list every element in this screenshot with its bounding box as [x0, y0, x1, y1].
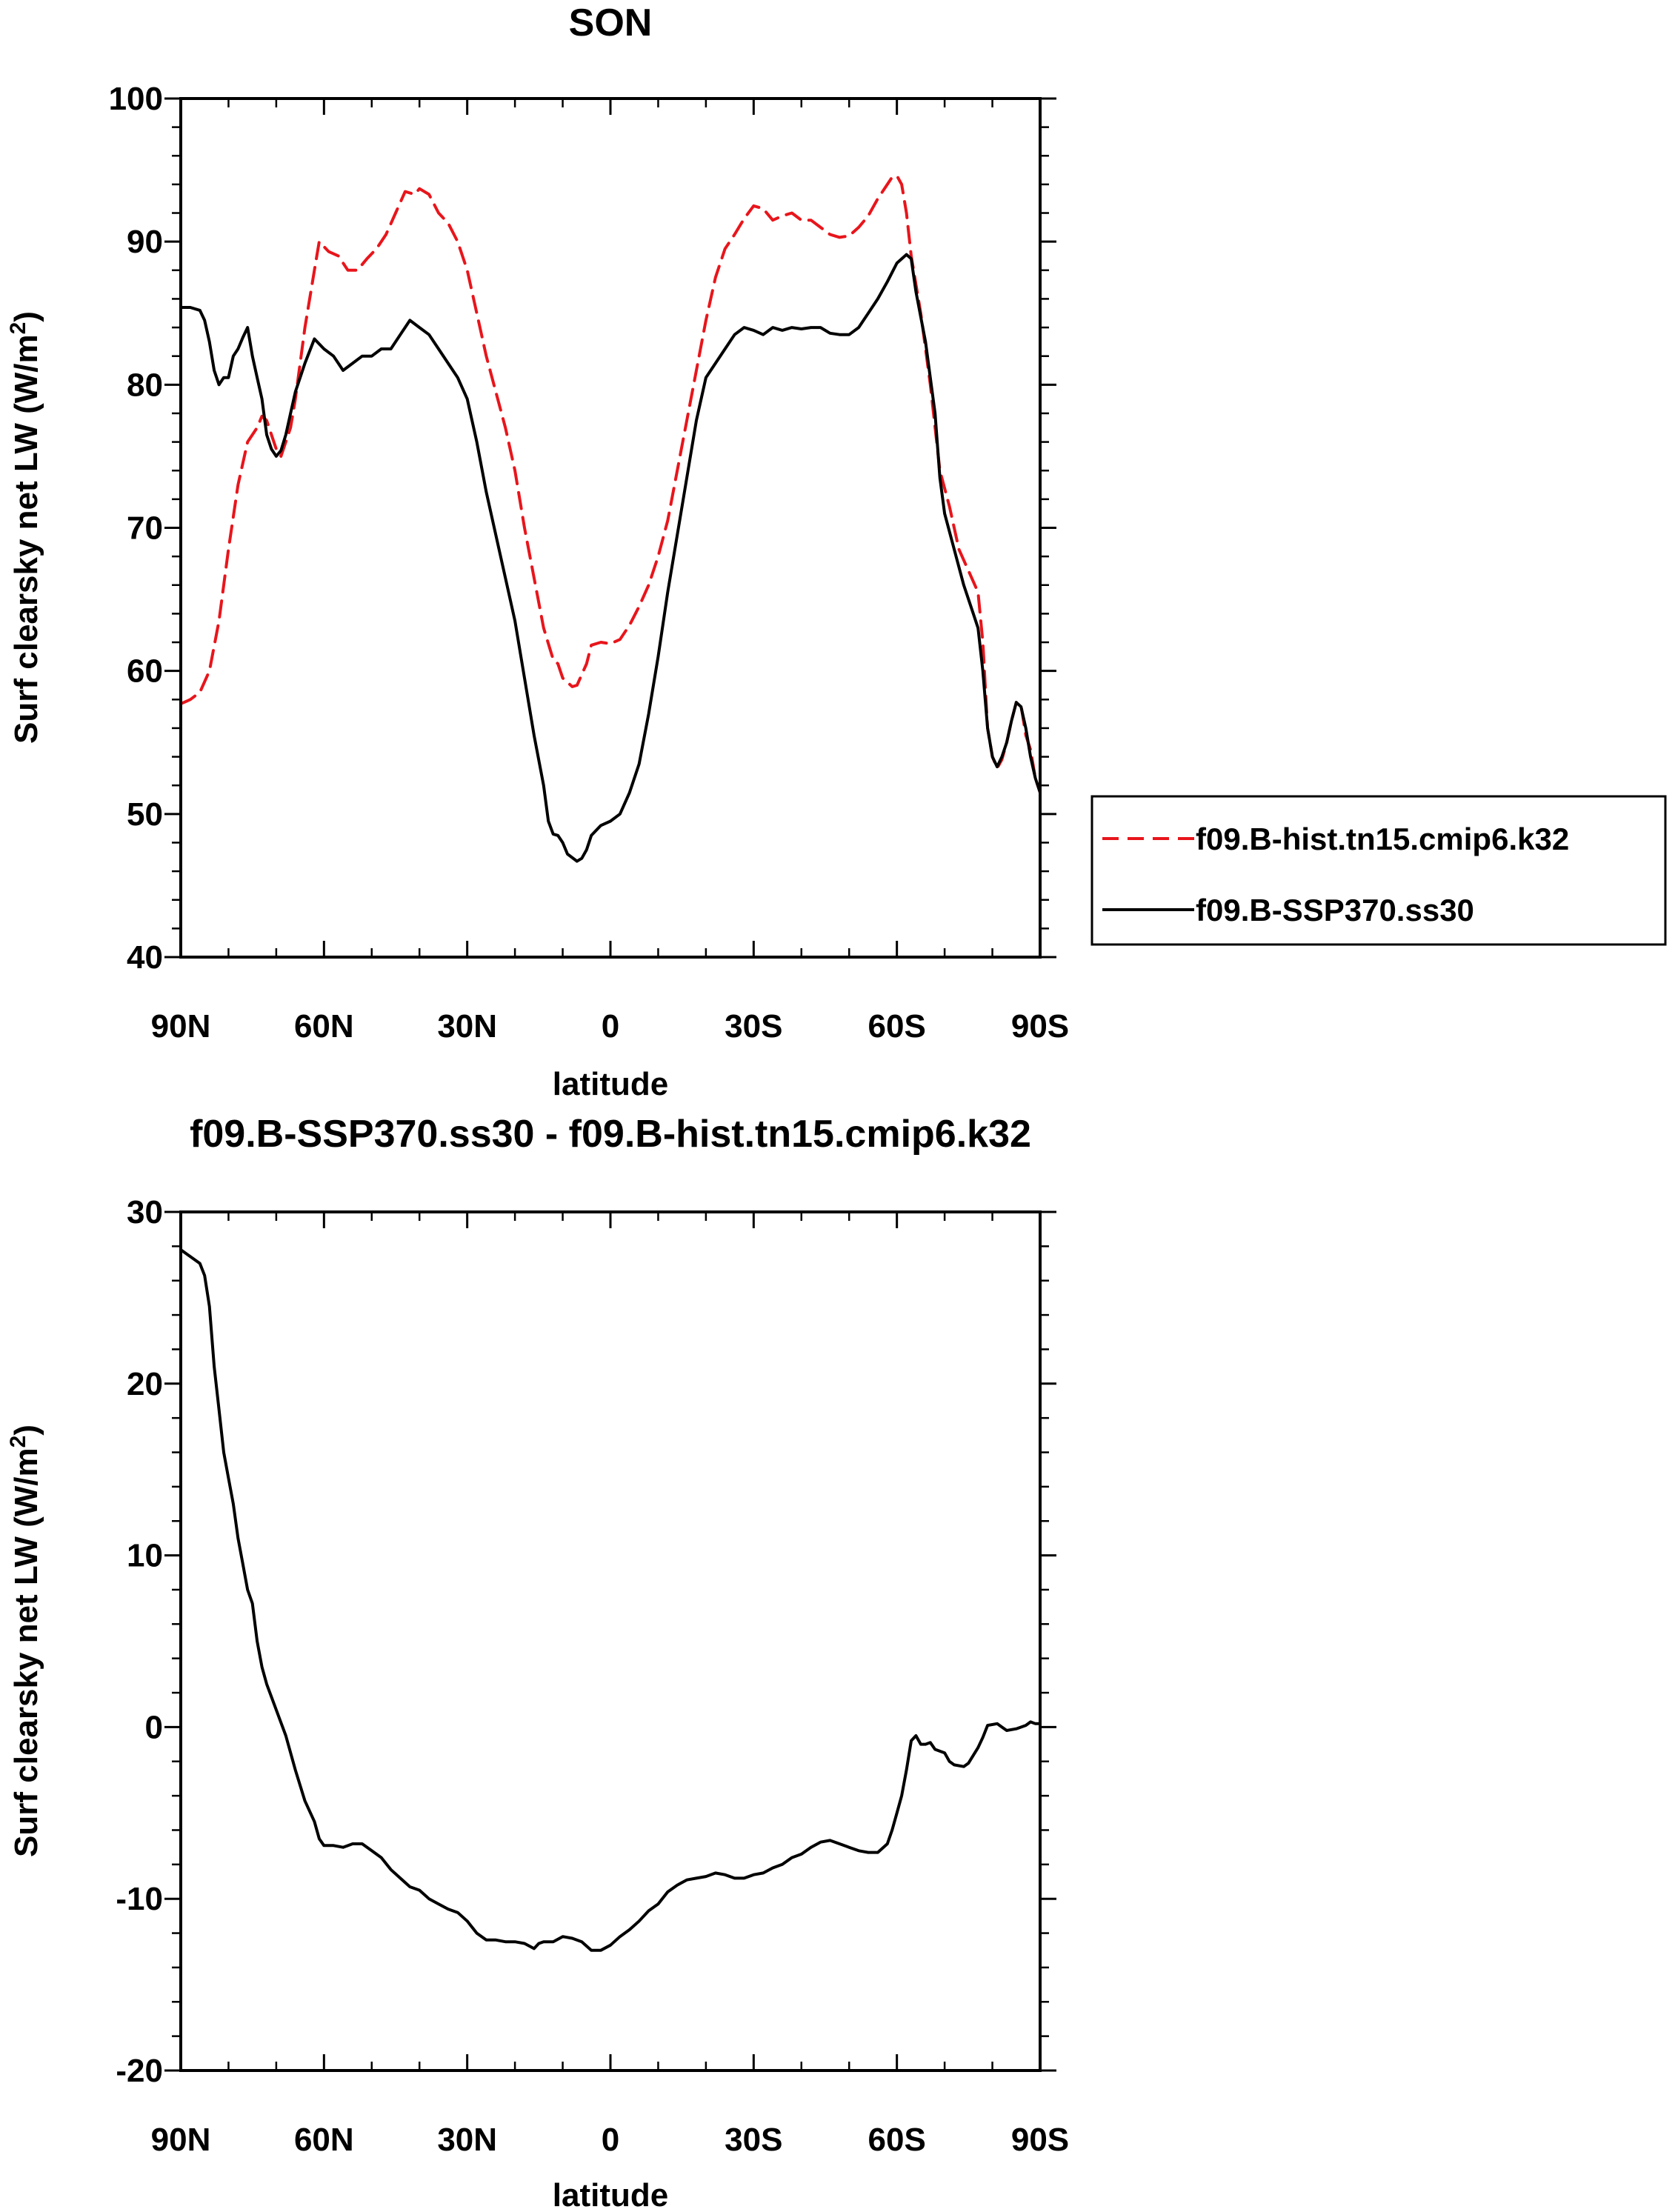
top-y-tick-label: 40 [127, 939, 163, 976]
top-chart-title: SON [569, 1, 653, 44]
top-y-tick-label: 80 [127, 367, 163, 403]
bottom-y-tick-label: 0 [145, 1709, 163, 1745]
bottom-y-tick-label: 10 [127, 1538, 163, 1574]
bottom-x-tick-label: 60N [294, 2122, 354, 2158]
top-series-ssp370-line [179, 253, 1042, 863]
top-x-tick-label: 90N [151, 1008, 211, 1045]
bottom-x-tick-label: 30N [437, 2122, 497, 2158]
bottom-y-axis-label-sup: 2 [6, 1436, 30, 1448]
legend-box [1090, 795, 1667, 946]
top-y-axis-label-sup: 2 [6, 322, 30, 335]
bottom-x-tick-label: 30S [725, 2122, 782, 2158]
bottom-x-axis-label: latitude [553, 2177, 668, 2212]
top-y-tick-label: 90 [127, 224, 163, 260]
legend-label-hist: f09.B-hist.tn15.cmip6.k32 [1196, 822, 1569, 856]
top-x-tick-label: 90S [1011, 1008, 1069, 1045]
bottom-x-tick-label: 60S [868, 2122, 926, 2158]
bottom-series-difference-line [179, 1248, 1042, 1952]
bottom-y-tick-label: 30 [127, 1194, 163, 1230]
bottom-y-tick-label: -10 [116, 1881, 163, 1917]
bottom-y-axis-label-main: Surf clearsky net LW (W/m [8, 1448, 44, 1857]
top-x-tick-labels: 90N 60N 30N 0 30S 60S 90S [151, 1008, 1070, 1045]
bottom-x-tick-label: 90N [151, 2122, 211, 2158]
bottom-chart-title: f09.B-SSP370.ss30 - f09.B-hist.tn15.cmip… [190, 1113, 1031, 1156]
top-ticks [164, 97, 1056, 959]
bottom-y-tick-labels: -20 -10 0 10 20 30 [116, 1194, 163, 2089]
top-plot-frame [179, 97, 1042, 959]
top-y-tick-label: 100 [109, 81, 163, 117]
bottom-series-layer [179, 1248, 1042, 1952]
bottom-x-tick-label: 90S [1011, 2122, 1069, 2158]
top-y-tick-label: 70 [127, 510, 163, 547]
top-x-axis-label: latitude [553, 1066, 668, 1102]
top-x-tick-label: 60N [294, 1008, 354, 1045]
legend-label-ssp370: f09.B-SSP370.ss30 [1196, 893, 1474, 927]
bottom-x-tick-labels: 90N 60N 30N 0 30S 60S 90S [151, 2122, 1070, 2158]
top-panel: SON 40 50 60 70 80 90 100 90N 60N 30N 0 … [6, 1, 1667, 1102]
top-y-tick-label: 60 [127, 653, 163, 690]
top-y-axis-label-end: ) [8, 311, 44, 322]
top-x-tick-label: 30S [725, 1008, 782, 1045]
bottom-y-tick-label: -20 [116, 2053, 163, 2089]
bottom-y-tick-label: 20 [127, 1366, 163, 1402]
bottom-plot-frame [179, 1210, 1042, 2072]
bottom-panel: f09.B-SSP370.ss30 - f09.B-hist.tn15.cmip… [6, 1113, 1069, 2212]
legend: f09.B-hist.tn15.cmip6.k32 f09.B-SSP370.s… [1090, 795, 1667, 946]
top-y-axis-label-main: Surf clearsky net LW (W/m [8, 334, 44, 744]
top-x-tick-label: 30N [437, 1008, 497, 1045]
top-y-tick-labels: 40 50 60 70 80 90 100 [109, 81, 163, 976]
top-series-layer [179, 174, 1042, 863]
top-y-tick-label: 50 [127, 796, 163, 833]
bottom-x-tick-label: 0 [602, 2122, 619, 2158]
bottom-y-axis-label: Surf clearsky net LW (W/m2) [6, 1425, 44, 1857]
bottom-ticks [164, 1210, 1056, 2072]
top-y-axis-label: Surf clearsky net LW (W/m2) [6, 311, 44, 744]
top-x-tick-label: 0 [602, 1008, 619, 1045]
bottom-y-axis-label-end: ) [8, 1425, 44, 1436]
top-x-tick-label: 60S [868, 1008, 926, 1045]
